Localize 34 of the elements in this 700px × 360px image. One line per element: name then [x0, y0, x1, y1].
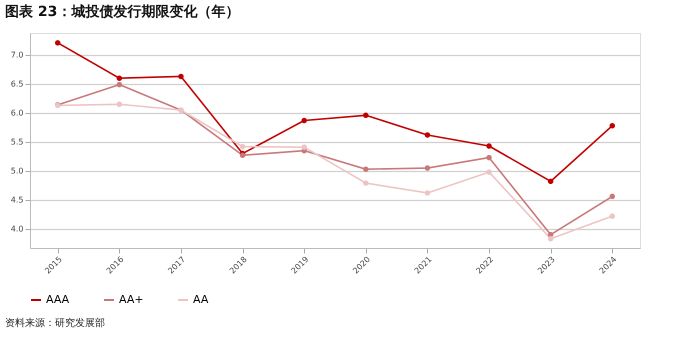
point [610, 122, 616, 128]
point [301, 144, 307, 150]
point [424, 190, 430, 196]
legend-label: AA [193, 293, 209, 306]
point [486, 154, 492, 160]
chart-title: 图表 23：城投债发行期限变化（年） [5, 3, 240, 20]
point [116, 82, 122, 88]
point [116, 102, 122, 108]
point [363, 166, 369, 172]
y-tick-label: 5.0 [10, 166, 24, 176]
y-tick-label: 6.5 [10, 79, 24, 88]
point [424, 132, 430, 138]
point [363, 112, 369, 118]
y-tick-label: 4.5 [10, 195, 24, 204]
y-tick-label: 6.0 [10, 108, 24, 118]
point [548, 236, 554, 242]
legend-label: AAA [46, 293, 70, 306]
text: 资料来源：研究发展部 [5, 317, 105, 329]
y-tick-label: 5.5 [10, 137, 24, 146]
point [610, 194, 616, 200]
point [548, 178, 554, 184]
point [486, 143, 492, 149]
point [610, 213, 616, 219]
y-tick-label: 4.0 [10, 224, 24, 234]
y-tick-label: 7.0 [10, 50, 24, 60]
point [116, 75, 122, 81]
point [424, 165, 430, 171]
point [301, 118, 307, 124]
point [178, 74, 184, 80]
point [240, 144, 246, 150]
point [54, 40, 60, 46]
legend-label: AA+ [119, 293, 144, 306]
point [363, 180, 369, 186]
point [486, 169, 492, 175]
